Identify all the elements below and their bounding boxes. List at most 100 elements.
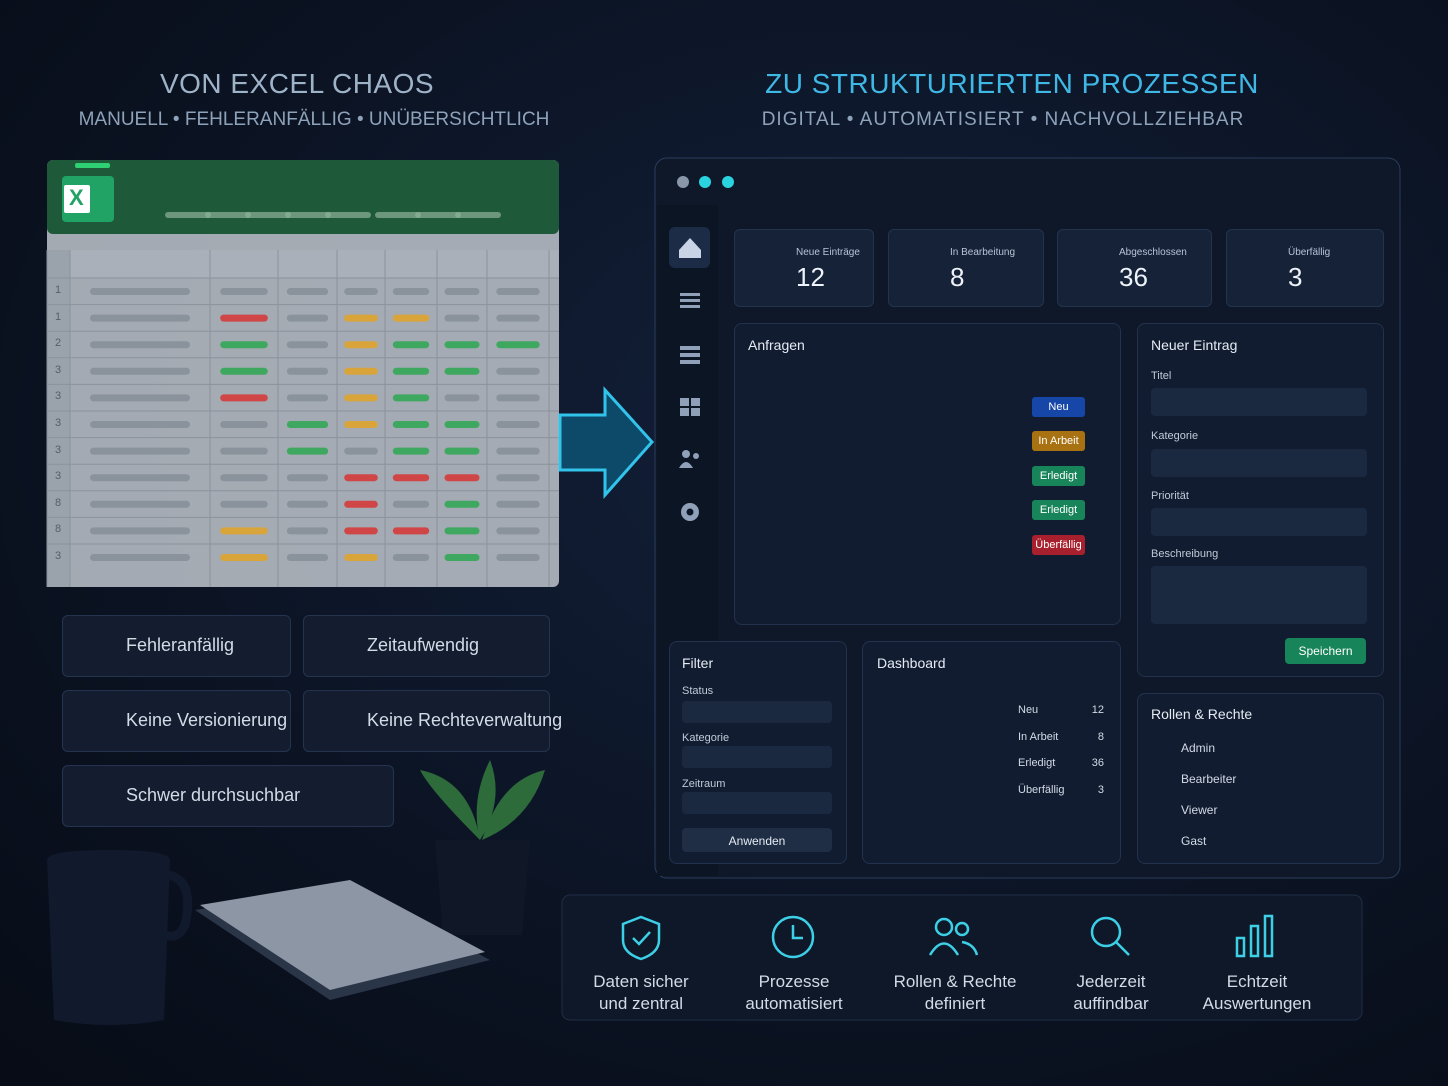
cell-bar [392,500,430,508]
cell-bar [344,527,378,535]
stat-value: 12 [796,262,825,292]
stat-card [1226,229,1384,307]
cell-bar [90,474,190,482]
tab [75,163,110,168]
user-name: Bearbeiter [1181,772,1237,786]
issue-label: Keine Versionierung [126,710,288,730]
cell-bar [392,341,430,349]
cell-bar [220,421,268,428]
cell-bar [286,421,329,428]
plant [420,760,545,840]
cell-bar [392,421,430,428]
roles-title: Rollen & Rechte [1151,706,1253,722]
cell-bar [90,421,190,428]
cell-bar [90,314,190,322]
user-name: Admin [1181,741,1216,755]
cell-bar [444,421,480,428]
row-num-col [47,250,70,587]
cell-bar [286,474,329,482]
input [1151,508,1367,536]
cell-bar [392,474,430,482]
select [682,746,832,768]
cell-bar [344,341,378,349]
issue-card [303,615,550,677]
cell-bar [90,554,190,561]
ribbon-bar [455,212,501,218]
cell-bar [90,394,190,402]
cell-bar [344,447,378,455]
input [1151,566,1367,624]
status-label: Erledigt [1039,469,1078,482]
user-name: Gast [1181,834,1207,848]
paper-top [200,880,485,990]
stat-label: Überfällig [1288,247,1331,258]
benefit-label: automatisiert [745,994,843,1013]
issue-label: Schwer durchsuchbar [126,785,301,805]
cell-bar [90,447,190,455]
benefit-label: Auswertungen [1202,994,1312,1013]
issue-card [62,615,291,677]
cell-bar [392,554,430,561]
stat-value: 8 [950,262,965,292]
row-number: 3 [54,417,62,429]
stat-label: In Bearbeitung [950,247,1016,258]
cell-bar [444,554,480,561]
cell-bar [496,314,540,322]
cell-bar [286,394,329,402]
cell-bar [496,474,540,482]
status-label: Überfällig [1035,538,1082,551]
cell-bar [444,500,480,508]
mug-handle [163,870,193,941]
status-badge [1032,500,1085,521]
cell-bar [444,394,480,402]
cell-bar [286,527,329,535]
status-label: In Arbeit [1038,435,1079,448]
row-number: 8 [54,523,62,536]
cell-bar [344,474,378,482]
cell-bar [220,527,268,535]
stat-card [734,229,874,307]
benefit-label: Prozesse [758,972,830,991]
cell-bar [286,341,329,349]
cell-bar [220,314,268,322]
cell-bar [496,367,540,375]
apply-button[interactable] [682,828,832,852]
cell-bar [220,394,268,402]
home-icon [679,238,701,258]
filter-title: Filter [682,655,714,671]
cell-bar [444,367,480,375]
excel-letter: X [69,185,84,210]
cell-bar [496,394,540,402]
issue-card [62,765,394,827]
left-title: VON EXCEL CHAOS [159,68,435,99]
left-subtitle: MANUELL • FEHLERANFÄLLIG • UNÜBERSICHTLI… [78,109,550,130]
save-button[interactable] [1285,638,1366,664]
cell-bar [444,288,480,295]
status-badge [1032,397,1085,417]
benefit-label: Echtzeit [1226,972,1288,991]
cell-bar [220,500,268,508]
excel-icon-letter-bg [64,185,90,213]
cell-bar [444,474,480,482]
row-number: 8 [54,496,62,509]
cell-bar [286,447,329,455]
legend-label: In Arbeit [1018,730,1059,743]
new-entry-title: Neuer Eintrag [1151,337,1238,353]
window-dot [722,176,734,188]
row-number: 3 [54,550,62,562]
ribbon-bar [325,212,371,218]
field-label: Zeitraum [682,778,726,790]
window-dot [699,176,711,188]
benefits-bar [561,894,1363,1021]
cell-bar [90,367,190,375]
issue-card [303,690,550,752]
cell-bar [392,394,430,402]
cell-bar [220,554,268,561]
cell-bar [444,447,480,455]
cell-bar [392,447,430,455]
ribbon-bar [165,212,211,218]
benefit-label: und zentral [598,994,684,1013]
roles-panel [1137,693,1384,864]
ribbon-bar [205,212,251,218]
